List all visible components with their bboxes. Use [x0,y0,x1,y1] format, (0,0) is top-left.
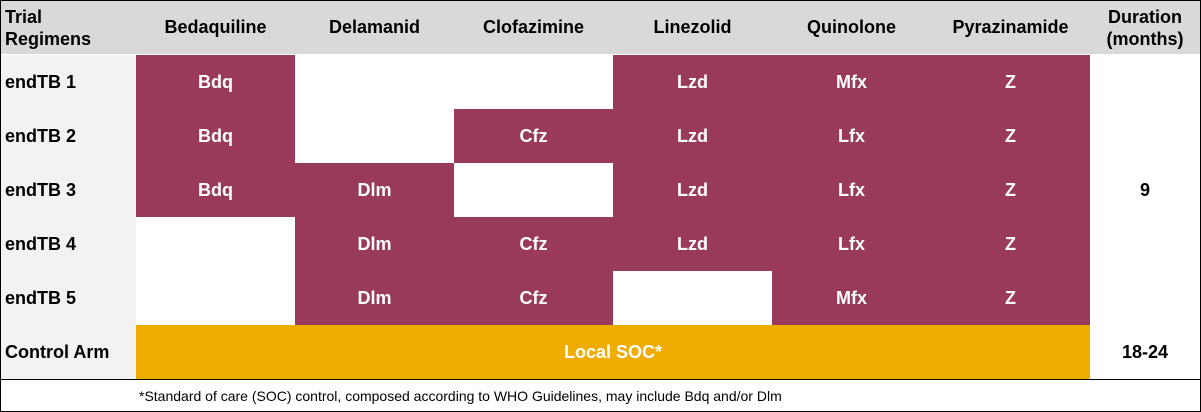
cell-endtb2-pyrazinamide: Z [931,109,1090,163]
cell-endtb4-linezolid: Lzd [613,217,772,271]
header-trial-regimens: Trial Regimens [1,1,136,54]
header-pyrazinamide: Pyrazinamide [931,1,1090,54]
cell-endtb4-pyrazinamide: Z [931,217,1090,271]
header-quinolone: Quinolone [772,1,931,54]
header-linezolid: Linezolid [613,1,772,54]
trial-duration: 9 [1090,55,1200,325]
header-trial-line1: Trial [5,6,43,27]
cell-endtb3-delamanid: Dlm [295,163,454,217]
cell-endtb3-linezolid: Lzd [613,163,772,217]
cell-endtb2-linezolid: Lzd [613,109,772,163]
cell-endtb4-bedaquiline [136,217,295,271]
control-arm-soc: Local SOC* [136,325,1090,379]
cell-endtb5-clofazimine: Cfz [454,271,613,325]
header-bedaquiline: Bedaquiline [136,1,295,54]
cell-endtb1-quinolone: Mfx [772,55,931,109]
cell-endtb3-pyrazinamide: Z [931,163,1090,217]
cell-endtb1-linezolid: Lzd [613,55,772,109]
cell-endtb4-delamanid: Dlm [295,217,454,271]
row-label-control-arm: Control Arm [1,325,136,379]
cell-endtb5-quinolone: Mfx [772,271,931,325]
header-delamanid: Delamanid [295,1,454,54]
row-label-endtb1: endTB 1 [1,55,136,109]
cell-endtb5-pyrazinamide: Z [931,271,1090,325]
cell-endtb2-quinolone: Lfx [772,109,931,163]
cell-endtb5-linezolid [613,271,772,325]
header-duration-line1: Duration [1107,6,1182,27]
cell-endtb2-delamanid [295,109,454,163]
footnote: *Standard of care (SOC) control, compose… [1,379,1200,411]
header-trial-line2: Regimens [5,28,92,49]
cell-endtb1-delamanid [295,55,454,109]
row-label-endtb5: endTB 5 [1,271,136,325]
control-duration: 18-24 [1090,325,1200,379]
cell-endtb5-bedaquiline [136,271,295,325]
row-label-endtb4: endTB 4 [1,217,136,271]
cell-endtb1-clofazimine [454,55,613,109]
row-label-endtb3: endTB 3 [1,163,136,217]
header-trial-regimens-text: Trial Regimens [5,6,91,50]
cell-endtb3-bedaquiline: Bdq [136,163,295,217]
header-duration-text: Duration (months) [1107,6,1184,50]
cell-endtb1-pyrazinamide: Z [931,55,1090,109]
cell-endtb2-bedaquiline: Bdq [136,109,295,163]
cell-endtb3-quinolone: Lfx [772,163,931,217]
cell-endtb4-clofazimine: Cfz [454,217,613,271]
header-clofazimine: Clofazimine [454,1,613,54]
cell-endtb1-bedaquiline: Bdq [136,55,295,109]
cell-endtb4-quinolone: Lfx [772,217,931,271]
cell-endtb2-clofazimine: Cfz [454,109,613,163]
cell-endtb5-delamanid: Dlm [295,271,454,325]
cell-endtb3-clofazimine [454,163,613,217]
header-duration-line2: (months) [1106,28,1184,49]
row-label-endtb2: endTB 2 [1,109,136,163]
header-duration: Duration (months) [1090,1,1200,54]
